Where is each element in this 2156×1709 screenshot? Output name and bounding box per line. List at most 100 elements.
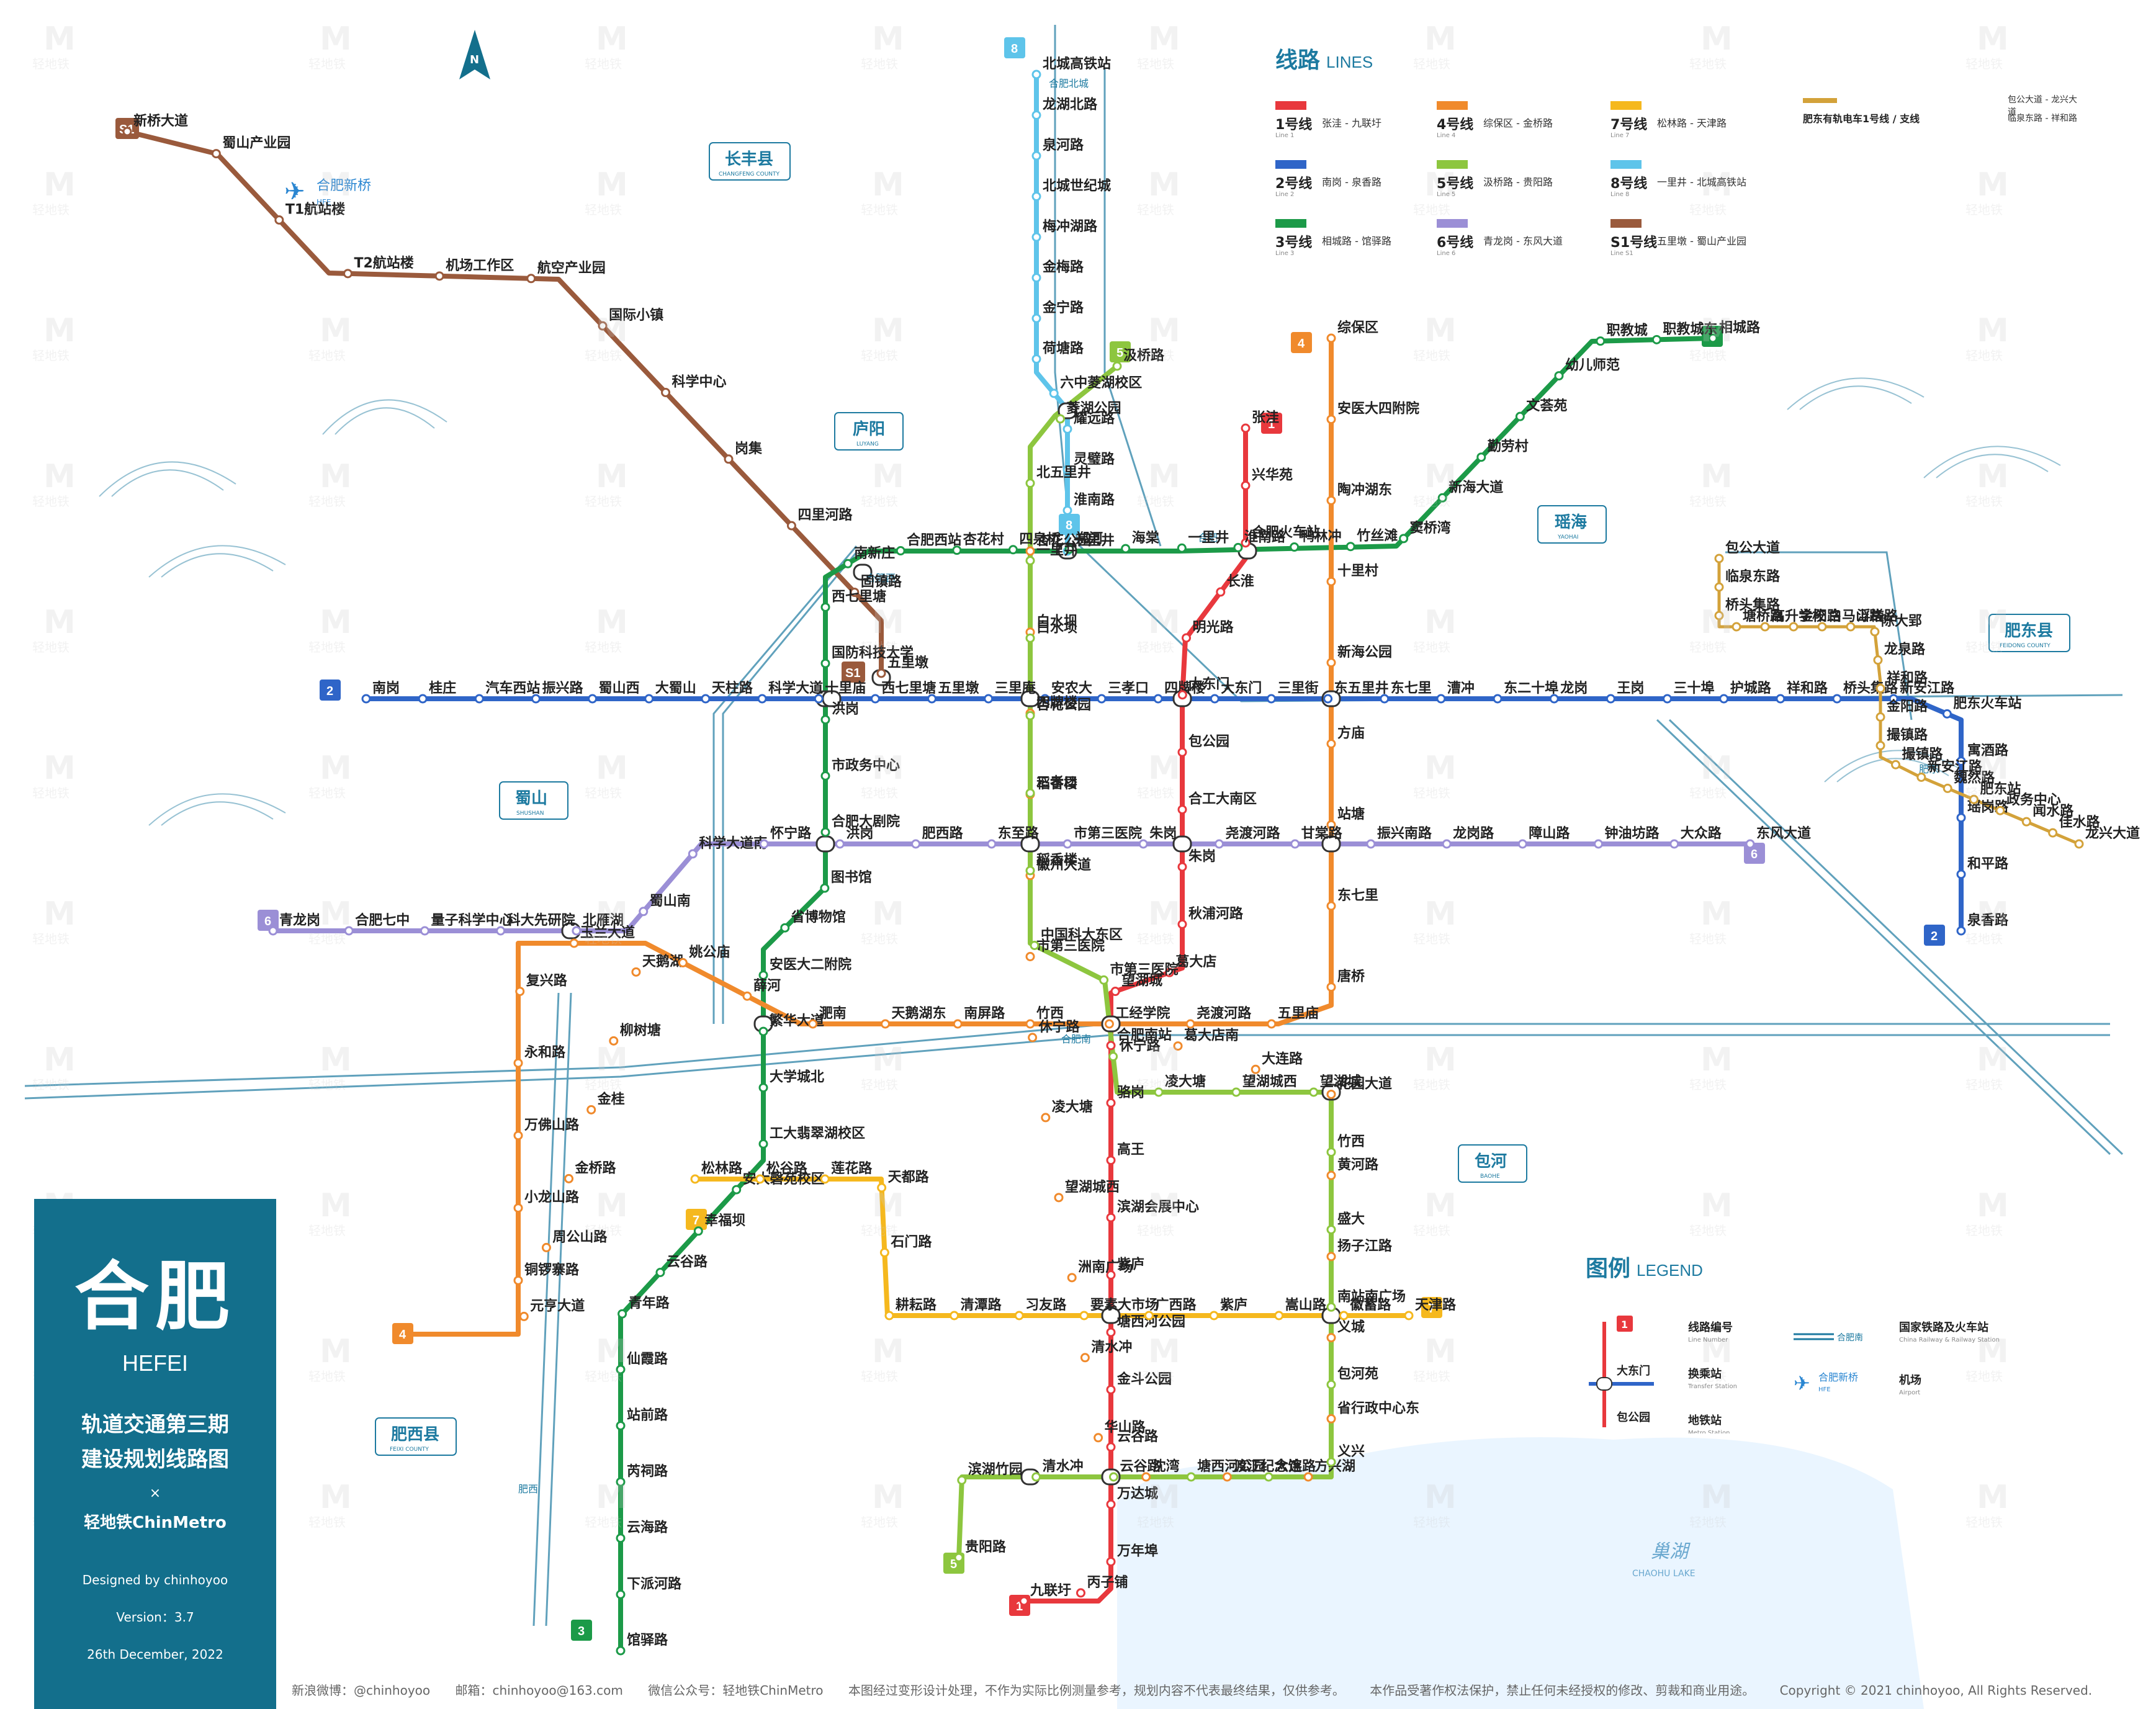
station-dot bbox=[586, 1105, 596, 1115]
watermark: M bbox=[43, 312, 76, 349]
station-dot bbox=[1062, 505, 1072, 515]
watermark: 轻地铁 bbox=[585, 56, 622, 71]
station-dot bbox=[1104, 1019, 1114, 1029]
station-dot bbox=[1846, 622, 1856, 632]
station-dot bbox=[1995, 805, 2005, 815]
station-label: 包河苑 bbox=[1337, 1366, 1378, 1382]
station-label: 三孝口 bbox=[1036, 774, 1077, 791]
station-dot bbox=[820, 602, 830, 612]
badge-7: 7 bbox=[1428, 1302, 1435, 1316]
station-label: 桥头集路 bbox=[1843, 680, 1898, 696]
station-dot bbox=[1094, 1433, 1103, 1443]
watermark: 轻地铁 bbox=[1137, 1369, 1174, 1384]
lake-label: 巢湖 bbox=[1651, 1541, 1691, 1563]
watermark: 轻地铁 bbox=[585, 494, 622, 509]
station-label: 漕冲 bbox=[1447, 681, 1475, 696]
watermark: 轻地铁 bbox=[1689, 931, 1727, 946]
badge-8: 8 bbox=[1066, 519, 1072, 532]
station-dot bbox=[1606, 694, 1615, 704]
station-dot bbox=[1714, 554, 1724, 563]
station-label: 梅冲湖路 bbox=[1043, 218, 1098, 235]
station-label: 白水坝 bbox=[1036, 614, 1077, 630]
legend-symbols: 图例 LEGEND 1 大东门 包公园 线路编号 Line Number 换乘站 … bbox=[1586, 1250, 2032, 1437]
watermark: M bbox=[1424, 895, 1457, 933]
station-dot bbox=[1056, 414, 1066, 424]
station-label: 祥和路 bbox=[1887, 670, 1928, 686]
station-label: 望湖城西 bbox=[1065, 1179, 1120, 1195]
station-label: 龙兴大道 bbox=[2085, 825, 2140, 841]
station-dot bbox=[1144, 1311, 1154, 1321]
station-dot bbox=[211, 149, 221, 159]
station-label: 振兴南路 bbox=[1377, 825, 1432, 841]
watermark: M bbox=[1977, 1187, 2009, 1224]
watermark: 轻地铁 bbox=[861, 1515, 898, 1530]
badge-4: 4 bbox=[399, 1328, 406, 1342]
station-label: 花园大道 bbox=[1337, 1075, 1392, 1092]
badge-7: 7 bbox=[693, 1214, 699, 1227]
station-dot bbox=[950, 1311, 959, 1321]
station-label: 量子科学中心 bbox=[431, 912, 513, 928]
brand-name: 轻地铁ChinMetro bbox=[84, 1514, 227, 1532]
station-dot bbox=[896, 546, 905, 556]
station-dot bbox=[1266, 694, 1276, 704]
station-dot bbox=[618, 1309, 627, 1319]
station-label: 荷塘路 bbox=[1043, 341, 1084, 357]
station-label: 西七里塘 bbox=[881, 680, 936, 696]
station-dot bbox=[1177, 805, 1187, 815]
version: Version：3.7 bbox=[116, 1610, 194, 1625]
station-dot bbox=[515, 987, 525, 997]
airport-name: 合肥新桥 bbox=[317, 178, 371, 194]
watermark: 轻地铁 bbox=[32, 786, 70, 801]
watermark: 轻地铁 bbox=[1137, 202, 1174, 217]
watermark: M bbox=[1424, 750, 1457, 787]
watermark: M bbox=[1148, 895, 1180, 933]
station-dot bbox=[870, 694, 880, 704]
badge-s1: S1 bbox=[845, 666, 860, 680]
watermark: 轻地铁 bbox=[1965, 56, 2003, 71]
watermark: M bbox=[1424, 1333, 1457, 1370]
watermark: M bbox=[1977, 895, 2009, 933]
station-label: 甘棠路 bbox=[1301, 825, 1343, 841]
station-dot bbox=[742, 991, 752, 1001]
station-dot bbox=[1267, 1019, 1277, 1029]
station-dot bbox=[631, 967, 641, 977]
station-dot bbox=[1549, 694, 1559, 704]
station-dot bbox=[616, 1646, 626, 1656]
watermark: M bbox=[1148, 1333, 1180, 1370]
station-label: 嵩山路 bbox=[1285, 1297, 1327, 1313]
station-dot bbox=[1832, 694, 1842, 704]
watermark: 轻地铁 bbox=[1137, 1077, 1174, 1092]
compass: N bbox=[459, 30, 490, 79]
station-label: 葛大店 bbox=[1175, 954, 1216, 970]
watermark: 轻地铁 bbox=[1413, 202, 1450, 217]
district-luyang: 庐阳 bbox=[853, 419, 885, 439]
station-dot bbox=[513, 1275, 523, 1285]
watermark: M bbox=[596, 312, 628, 349]
station-label: 省行政中心东 bbox=[1337, 1400, 1419, 1416]
station-dot bbox=[661, 387, 671, 397]
station-dot bbox=[1214, 839, 1224, 849]
station-label: 王岗 bbox=[1617, 681, 1644, 696]
legend-airport-name: 合肥新桥 bbox=[1818, 1371, 1858, 1383]
station-label: 合肥大剧院 bbox=[832, 814, 900, 830]
station-dot bbox=[1186, 1472, 1196, 1482]
watermark: M bbox=[43, 1041, 76, 1079]
watermark: 轻地铁 bbox=[861, 786, 898, 801]
station-dot bbox=[418, 694, 428, 704]
station-dot bbox=[1326, 576, 1336, 586]
station-label: 淝南 bbox=[819, 1006, 847, 1021]
station-label: 职教城 bbox=[1607, 323, 1648, 339]
watermark: M bbox=[1148, 750, 1180, 787]
station-dot bbox=[1153, 694, 1163, 704]
watermark: 轻地铁 bbox=[1689, 202, 1727, 217]
station-label: 芮祠路 bbox=[627, 1463, 668, 1479]
watermark: 轻地铁 bbox=[1689, 348, 1727, 363]
station-dot bbox=[1875, 683, 1885, 693]
watermark: 轻地铁 bbox=[32, 348, 70, 363]
station-dot bbox=[1404, 1311, 1414, 1321]
station-label: 市政务中心 bbox=[832, 757, 900, 773]
district-shushan-en: SHUSHAN bbox=[516, 810, 544, 817]
watermark: 轻地铁 bbox=[1689, 1223, 1727, 1238]
station-dot bbox=[1437, 493, 1447, 503]
legend-symbol-en: Transfer Station bbox=[1687, 1383, 1737, 1390]
